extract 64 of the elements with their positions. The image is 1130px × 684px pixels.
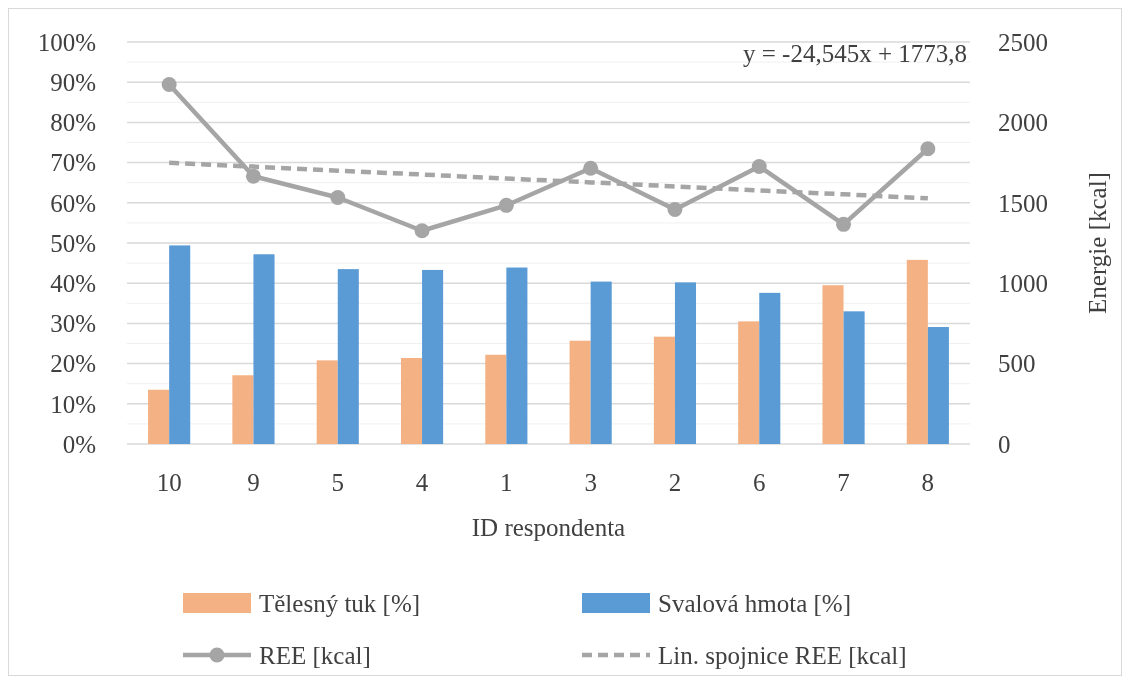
x-tick-label: 6 xyxy=(753,468,766,496)
bar xyxy=(422,269,444,444)
x-tick-label: 7 xyxy=(837,468,850,496)
bar xyxy=(169,245,191,444)
x-tick-label: 9 xyxy=(247,468,260,496)
y-tick-label: 100% xyxy=(37,28,96,56)
y2-tick-label: 2000 xyxy=(998,109,1048,137)
bar xyxy=(906,259,928,444)
y2-axis-title: Energie [kcal] xyxy=(1083,172,1111,314)
y2-tick-label: 0 xyxy=(998,430,1011,458)
y-tick-label: 30% xyxy=(50,310,96,338)
y-tick-label: 90% xyxy=(50,68,96,96)
bar xyxy=(337,269,359,444)
point xyxy=(161,76,177,92)
point xyxy=(667,202,683,218)
point xyxy=(751,158,767,174)
x-tick-label: 1 xyxy=(500,468,513,496)
legend-label: Lin. spojnice REE [kcal] xyxy=(658,641,907,669)
bar xyxy=(569,340,591,444)
point xyxy=(414,223,430,239)
y2-tick-label: 1000 xyxy=(998,269,1048,297)
bar xyxy=(253,254,275,444)
bar xyxy=(485,354,507,444)
point xyxy=(330,189,346,205)
bar xyxy=(843,311,865,444)
bar xyxy=(822,285,844,444)
y-tick-label: 10% xyxy=(50,390,96,418)
y-tick-label: 80% xyxy=(50,109,96,137)
point xyxy=(245,168,261,184)
bar xyxy=(148,389,170,444)
bar xyxy=(653,336,675,444)
bar xyxy=(232,375,254,444)
bar xyxy=(506,267,528,444)
bar xyxy=(759,292,781,444)
y-tick-label: 20% xyxy=(50,350,96,378)
point xyxy=(498,197,514,213)
x-tick-label: 2 xyxy=(668,468,682,496)
bar xyxy=(400,357,423,444)
y-tick-label: 50% xyxy=(50,229,96,257)
y2-tick-label: 2500 xyxy=(998,28,1048,56)
y-tick-label: 70% xyxy=(50,149,96,177)
annotation: y = -24,545x + 1773,8 xyxy=(742,40,967,67)
y-tick-label: 0% xyxy=(62,430,96,458)
bar xyxy=(316,360,338,444)
legend-label: Svalová hmota [%] xyxy=(658,589,852,617)
y-tick-label: 40% xyxy=(50,269,96,297)
x-tick-label: 10 xyxy=(156,468,182,496)
x-tick-label: 8 xyxy=(921,468,935,496)
point xyxy=(920,141,936,157)
x-tick-label: 4 xyxy=(415,468,429,496)
bar xyxy=(590,281,612,444)
y2-tick-label: 1500 xyxy=(998,189,1048,217)
x-axis-title: ID respondenta xyxy=(471,513,626,541)
bar xyxy=(927,327,949,444)
x-tick-label: 3 xyxy=(584,468,597,496)
y2-tick-label: 500 xyxy=(998,350,1036,378)
legend-label: REE [kcal] xyxy=(259,641,371,669)
point xyxy=(836,216,852,232)
point xyxy=(583,160,599,176)
x-tick-label: 5 xyxy=(331,468,344,496)
legend-label: Tělesný tuk [%] xyxy=(259,589,421,617)
bar xyxy=(674,282,697,444)
y-tick-label: 60% xyxy=(50,189,96,217)
bar xyxy=(738,321,760,444)
